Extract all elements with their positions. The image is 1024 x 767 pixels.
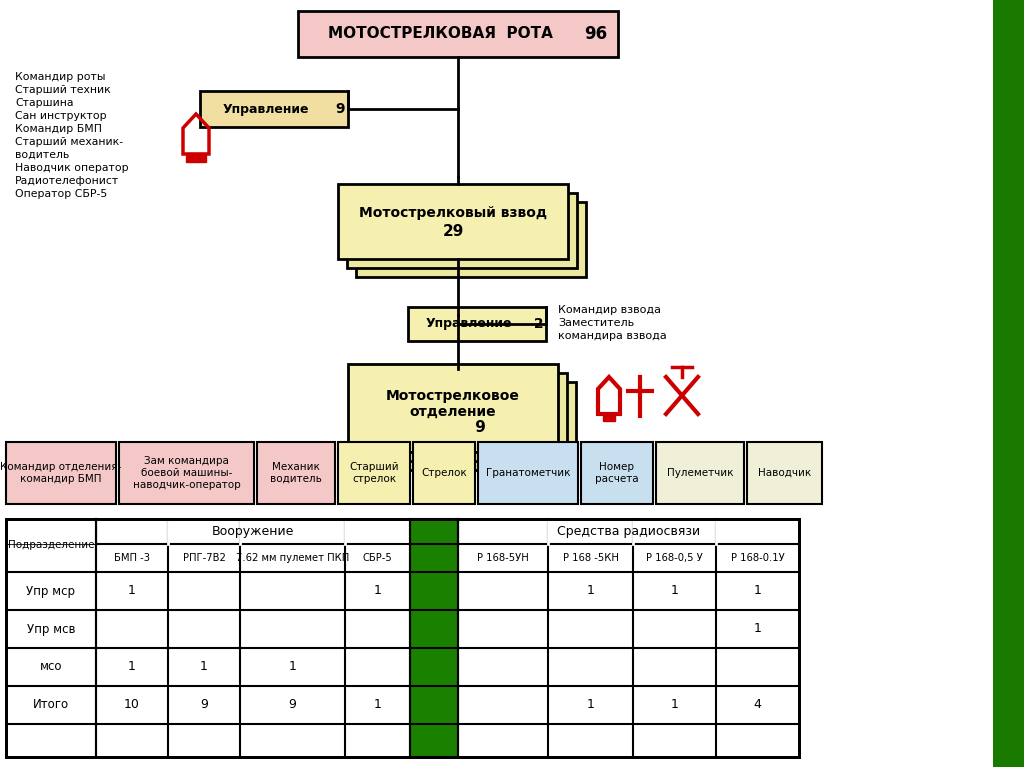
Bar: [656, 442, 744, 504]
Text: 4: 4: [754, 699, 762, 712]
Text: Вооружение: Вооружение: [212, 525, 294, 538]
Bar: [298, 11, 618, 57]
Text: 1: 1: [754, 584, 762, 597]
Text: 96: 96: [585, 25, 607, 43]
Text: 7.62 мм пулемет ПКП: 7.62 мм пулемет ПКП: [236, 553, 349, 563]
Bar: [7, 521, 94, 542]
Text: Старшина: Старшина: [15, 98, 74, 108]
Text: Механик
водитель: Механик водитель: [270, 463, 322, 484]
Text: Наводчик оператор: Наводчик оператор: [15, 163, 129, 173]
Text: 9: 9: [470, 420, 486, 436]
Bar: [338, 442, 410, 504]
Bar: [478, 442, 578, 504]
Text: Мотострелковый взвод: Мотострелковый взвод: [359, 206, 547, 219]
Bar: [410, 519, 458, 757]
Text: 2: 2: [528, 317, 544, 331]
Text: Упр мсв: Упр мсв: [27, 623, 75, 636]
Text: Упр мср: Упр мср: [27, 584, 76, 597]
Bar: [413, 442, 475, 504]
Bar: [347, 193, 577, 268]
Text: Итого: Итого: [33, 699, 69, 712]
Bar: [6, 519, 799, 757]
Text: Командир БМП: Командир БМП: [15, 124, 102, 134]
Text: Командир роты: Командир роты: [15, 72, 105, 82]
Text: 1: 1: [289, 660, 296, 673]
Text: водитель: водитель: [15, 150, 70, 160]
Bar: [348, 364, 558, 452]
Text: 9: 9: [331, 102, 345, 116]
Text: Стрелок: Стрелок: [421, 468, 467, 478]
Text: Управление: Управление: [426, 318, 512, 331]
Text: 1: 1: [587, 699, 595, 712]
Text: 1: 1: [671, 584, 679, 597]
Text: 1: 1: [671, 699, 679, 712]
Text: 9: 9: [289, 699, 296, 712]
Bar: [119, 442, 254, 504]
Text: Гранатометчик: Гранатометчик: [485, 468, 570, 478]
Text: Сан инструктор: Сан инструктор: [15, 111, 106, 121]
Text: Номер
расчета: Номер расчета: [595, 463, 639, 484]
Text: Командир отделения-
командир БМП: Командир отделения- командир БМП: [0, 463, 122, 484]
Bar: [581, 442, 653, 504]
Bar: [603, 413, 615, 421]
Text: командира взвода: командира взвода: [558, 331, 667, 341]
Text: Управление: Управление: [223, 103, 309, 116]
Text: мсо: мсо: [40, 660, 62, 673]
Text: Р 168-0,5 У: Р 168-0,5 У: [646, 553, 702, 563]
Text: БМП -3: БМП -3: [114, 553, 150, 563]
Text: 9: 9: [200, 699, 208, 712]
Bar: [357, 373, 567, 461]
Bar: [338, 184, 568, 259]
Text: 1: 1: [128, 584, 136, 597]
Bar: [356, 202, 586, 277]
Text: отделение: отделение: [410, 405, 497, 419]
Text: 10: 10: [124, 699, 140, 712]
Text: Радиотелефонист: Радиотелефонист: [15, 176, 119, 186]
Text: СБР-5: СБР-5: [362, 553, 392, 563]
Text: 1: 1: [128, 660, 136, 673]
Bar: [6, 442, 116, 504]
Text: Средства радиосвязи: Средства радиосвязи: [557, 525, 700, 538]
Bar: [200, 91, 348, 127]
Text: 1: 1: [587, 584, 595, 597]
Text: Подразделение: Подразделение: [8, 541, 94, 551]
Text: 1: 1: [374, 584, 381, 597]
Text: 1: 1: [374, 699, 381, 712]
Text: 29: 29: [442, 224, 464, 239]
Text: Мотострелковое: Мотострелковое: [386, 389, 520, 403]
Text: Оператор СБР-5: Оператор СБР-5: [15, 189, 108, 199]
Bar: [746, 442, 822, 504]
Bar: [408, 307, 546, 341]
Text: Зам командира
боевой машины-
наводчик-оператор: Зам командира боевой машины- наводчик-оп…: [133, 456, 241, 489]
Text: 1: 1: [200, 660, 208, 673]
Bar: [366, 382, 575, 470]
Text: Старший
стрелок: Старший стрелок: [349, 463, 398, 484]
Text: Старший техник: Старший техник: [15, 85, 111, 95]
Bar: [257, 442, 335, 504]
Text: 1: 1: [754, 623, 762, 636]
Text: Р 168 -5КН: Р 168 -5КН: [562, 553, 618, 563]
Text: МОТОСТРЕЛКОВАЯ  РОТА: МОТОСТРЕЛКОВАЯ РОТА: [328, 27, 552, 41]
Bar: [993, 0, 1024, 767]
Text: Р 168-0.1У: Р 168-0.1У: [731, 553, 784, 563]
Text: Р 168-5УН: Р 168-5УН: [477, 553, 528, 563]
Text: Старший механик-: Старший механик-: [15, 137, 123, 147]
Text: Командир взвода: Командир взвода: [558, 305, 662, 315]
Text: РПГ-7В2: РПГ-7В2: [182, 553, 225, 563]
Text: Пулеметчик: Пулеметчик: [667, 468, 733, 478]
Text: Наводчик: Наводчик: [758, 468, 811, 478]
Text: Заместитель: Заместитель: [558, 318, 634, 328]
Bar: [186, 153, 206, 162]
